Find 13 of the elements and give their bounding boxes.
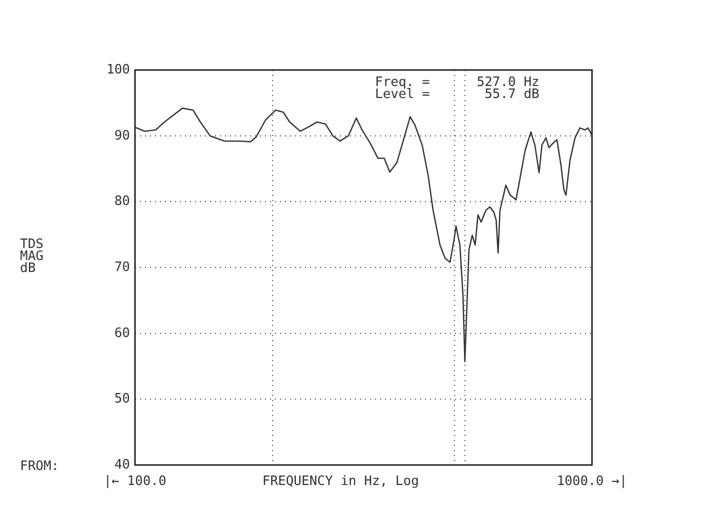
x-tick-label: |← 100.0 [104, 474, 166, 489]
y-tick-label: 50 [114, 392, 130, 407]
y-tick-label: 80 [114, 194, 130, 210]
y-axis-title: TDS MAG dB [20, 236, 44, 276]
x-tick-label: 1000.0 →| [556, 474, 628, 489]
y-tick-label: 60 [114, 326, 130, 341]
annotation: Level = 55.7 dB [375, 87, 540, 102]
y-tick-label: 40 [114, 458, 130, 473]
y-tick-label: 70 [114, 260, 130, 276]
y-tick-label: 90 [114, 128, 130, 144]
y-tick-label: 100 [106, 62, 130, 78]
x-axis-title: FREQUENCY in Hz, Log [262, 474, 419, 489]
text: FROM: [20, 459, 60, 474]
